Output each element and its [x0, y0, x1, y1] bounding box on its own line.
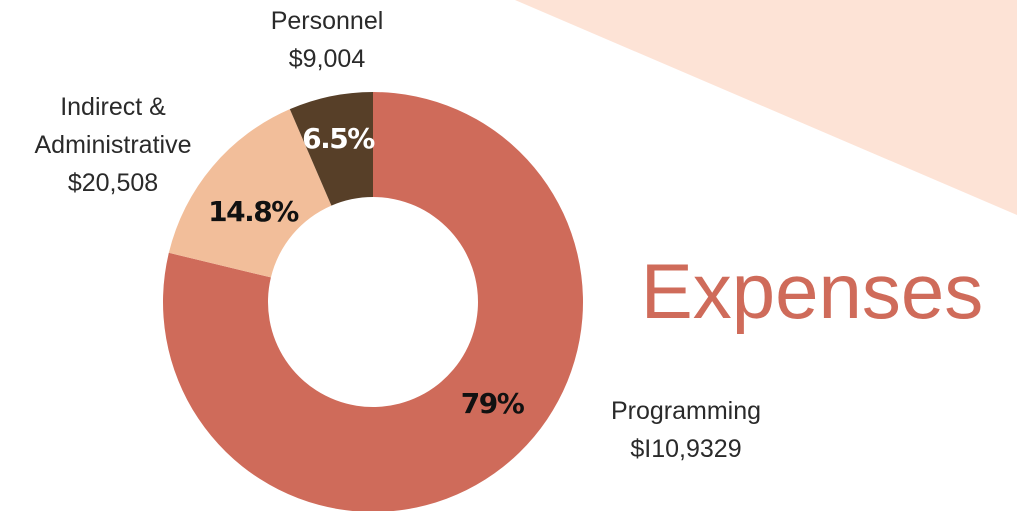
category-amount: $I10,9329 — [630, 435, 742, 463]
category-label: Personnel $9,004 — [207, 2, 447, 78]
slice — [163, 92, 583, 511]
slice-label: 79% — [461, 387, 525, 420]
slice — [289, 92, 373, 206]
chart-title: Expenses — [641, 247, 984, 335]
category-amount: $9,004 — [288, 45, 366, 73]
category-label: Programming $I10,9329 — [566, 392, 806, 468]
category-name: Indirect & Administrative — [34, 93, 192, 159]
category-label: Indirect & Administrative $20,508 — [0, 88, 233, 202]
slice-label: 14.8% — [208, 195, 299, 228]
category-name: Programming — [610, 397, 762, 425]
decor-shape — [515, 0, 1017, 215]
slice-label: 6.5% — [302, 122, 375, 155]
slice — [168, 109, 332, 278]
category-amount: $20,508 — [67, 169, 159, 197]
category-name: Personnel — [270, 7, 384, 35]
